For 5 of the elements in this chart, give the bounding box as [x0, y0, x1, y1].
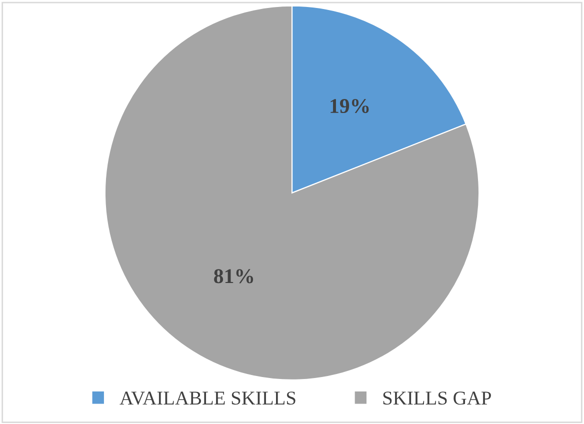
pie-slice: [104, 5, 480, 381]
legend-label: SKILLS GAP: [383, 392, 491, 405]
legend-label: AVAILABLE SKILLS: [120, 392, 296, 405]
data-label: 81%: [214, 269, 254, 284]
data-label: 19%: [330, 98, 369, 114]
